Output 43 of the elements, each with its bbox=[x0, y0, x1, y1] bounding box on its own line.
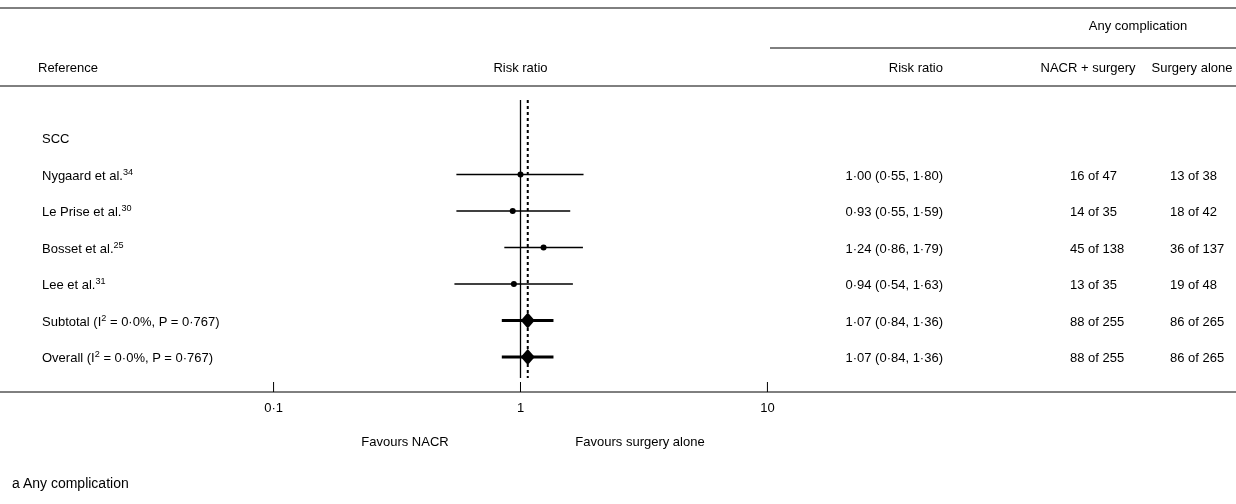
annotation: 1·07 (0·84, 1·36) bbox=[845, 313, 943, 329]
y-tick-label: Le Prise et al.$^{30}$ bbox=[42, 203, 132, 219]
annotation: 0·93 (0·55, 1·59) bbox=[845, 204, 943, 219]
text: Favours surgery alone bbox=[575, 434, 705, 449]
annotation: 45 of 138 bbox=[1070, 240, 1125, 256]
annotation: 36 of 137 bbox=[1170, 240, 1225, 256]
text: Favours NACR bbox=[361, 434, 449, 449]
y-tick-label: Nygaard et al.$^{34}$ bbox=[42, 166, 134, 183]
y-tick-label: SCC bbox=[42, 131, 70, 146]
annotation: 88 of 255 bbox=[1070, 313, 1125, 329]
x-tick-label: 10 bbox=[760, 400, 775, 415]
annotation: 1·07 (0·84, 1·36) bbox=[845, 350, 943, 365]
point bbox=[540, 244, 547, 251]
text: Surgery alone bbox=[1151, 60, 1233, 75]
point bbox=[509, 208, 516, 214]
x-tick-label: 0·1 bbox=[264, 400, 283, 415]
annotation: 13 of 35 bbox=[1070, 277, 1117, 292]
annotation: 16 of 47 bbox=[1070, 167, 1117, 183]
annotation: 88 of 255 bbox=[1070, 350, 1125, 365]
annotation: 13 of 38 bbox=[1170, 167, 1217, 183]
y-tick-label: Lee et al.$^{31}$ bbox=[42, 276, 106, 292]
text: NACR + surgery bbox=[1040, 60, 1136, 75]
text: Any complication bbox=[1088, 18, 1188, 33]
y-axis-title: Reference bbox=[38, 60, 98, 75]
annotation: 86 of 265 bbox=[1170, 313, 1225, 329]
y-tick-label: Subtotal (I$^{2}$ = 0·0%, P = 0·767) bbox=[42, 312, 220, 329]
x-axis-title: Risk ratio bbox=[493, 60, 548, 75]
point bbox=[520, 349, 535, 365]
annotation: 86 of 265 bbox=[1170, 350, 1225, 365]
annotation: 18 of 42 bbox=[1170, 204, 1217, 219]
text: a Any complication bbox=[12, 475, 129, 491]
point bbox=[520, 312, 535, 329]
annotation: 0·94 (0·54, 1·63) bbox=[845, 277, 943, 292]
point bbox=[517, 171, 524, 178]
annotation: 14 of 35 bbox=[1070, 204, 1117, 219]
annotation: 1·00 (0·55, 1·80) bbox=[845, 167, 943, 183]
y-tick-label: Overall (I$^{2}$ = 0·0%, P = 0·767) bbox=[42, 349, 214, 365]
x-tick-label: 1 bbox=[516, 400, 525, 415]
text: Risk ratio bbox=[888, 60, 943, 75]
y-tick-label: Bosset et al.$^{25}$ bbox=[42, 239, 124, 256]
point bbox=[510, 281, 517, 287]
annotation: 1·24 (0·86, 1·79) bbox=[845, 240, 943, 256]
annotation: 19 of 48 bbox=[1170, 277, 1217, 292]
